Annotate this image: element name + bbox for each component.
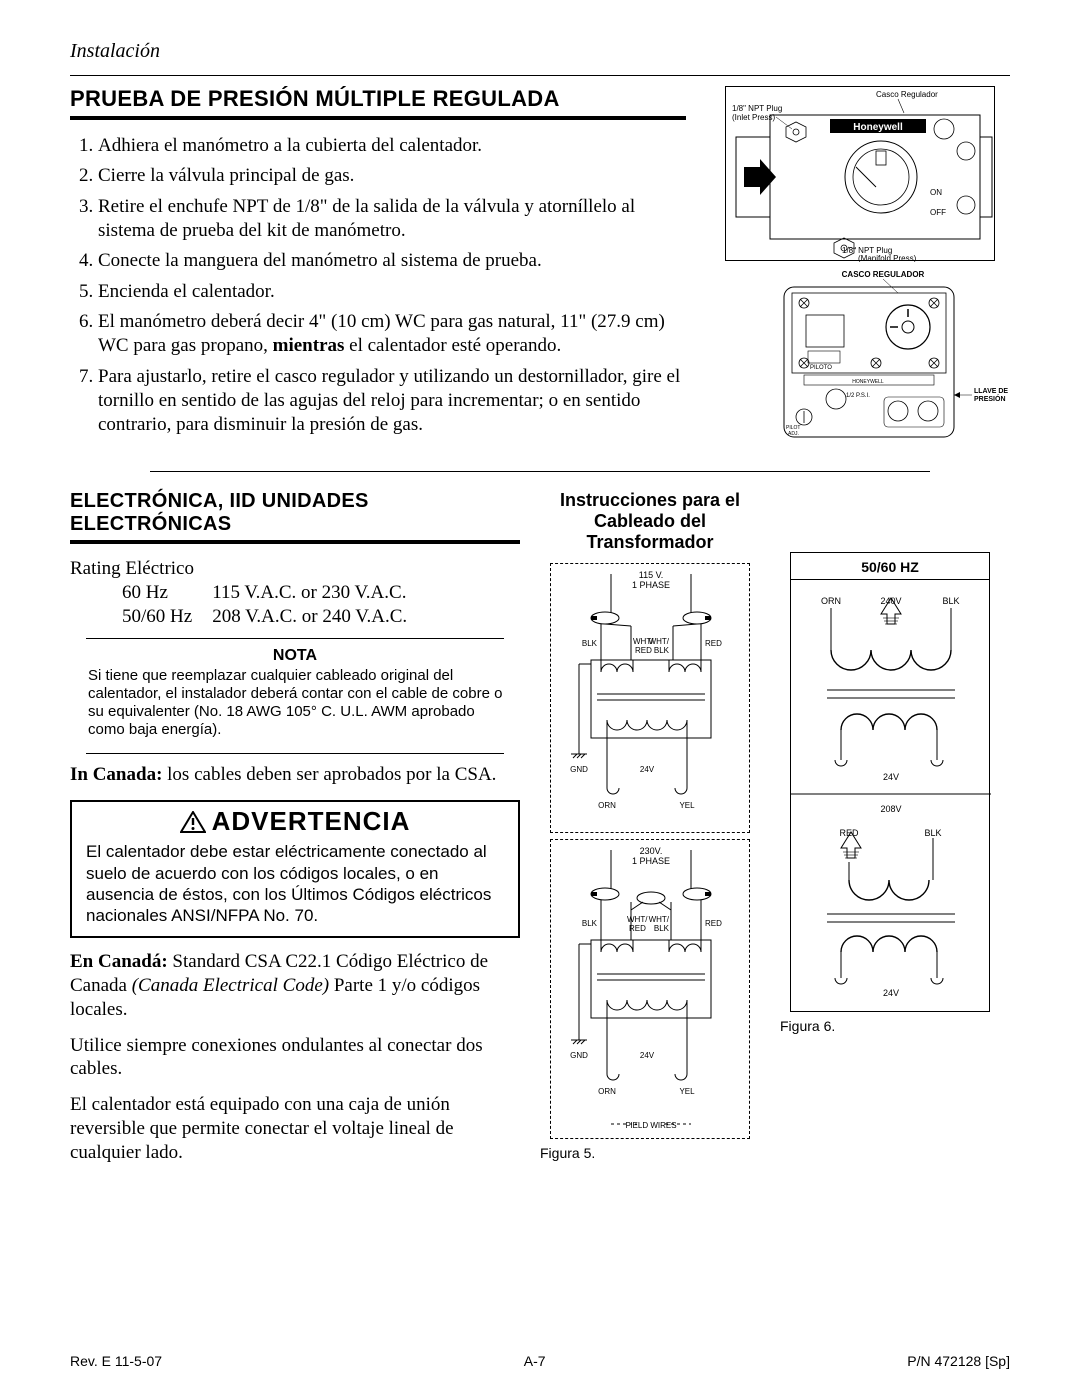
rating-label: Rating Eléctrico (70, 558, 520, 580)
svg-text:WHT/: WHT/ (649, 915, 670, 924)
svg-text:1/2 P.S.I.: 1/2 P.S.I. (846, 393, 870, 399)
warning-icon (180, 811, 206, 833)
svg-text:(Inlet Press): (Inlet Press) (732, 113, 775, 122)
valve-diagram-1: Casco Regulador Honeywell (725, 86, 995, 261)
svg-text:WHT/: WHT/ (627, 915, 648, 924)
header-rule (70, 75, 1010, 76)
section-2: ELECTRÓNICA, IID UNIDADES ELECTRÓNICAS R… (70, 490, 1010, 1164)
svg-text:GND: GND (570, 765, 588, 774)
svg-text:230V.: 230V. (640, 846, 663, 856)
fig6-caption: Figura 6. (780, 1018, 1000, 1034)
section2-heading: ELECTRÓNICA, IID UNIDADES ELECTRÓNICAS (70, 490, 520, 536)
para-junction: El calentador está equipado con una caja… (70, 1093, 520, 1164)
rating-table: 60 Hz115 V.A.C. or 230 V.A.C. 50/60 Hz20… (120, 580, 427, 630)
svg-text:BLK: BLK (924, 828, 941, 838)
nota-bot-rule (86, 753, 504, 754)
svg-text:Honeywell: Honeywell (853, 122, 903, 133)
svg-text:BLK: BLK (654, 646, 670, 655)
wiring-230v: 230V. 1 PHASE BLK WHT/ RED WHT/ BLK (550, 839, 750, 1139)
transformer-50-60: 50/60 HZ ORN 240V BLK (790, 552, 990, 1012)
warning-text: El calentador debe estar eléctricamente … (72, 839, 518, 926)
section-1: PRUEBA DE PRESIÓN MÚLTIPLE REGULADA Adhi… (70, 86, 1010, 443)
valve-diagram-2: CASCO REGULADOR (748, 267, 973, 427)
sub-heading-line1: Instrucciones para el (540, 490, 760, 511)
instr-item: Cierre la válvula principal de gas. (98, 164, 686, 188)
instruction-list: Adhiera el manómetro a la cubierta del c… (70, 134, 686, 437)
fig5-caption: Figura 5. (540, 1145, 760, 1161)
footer-rev: Rev. E 11-5-07 (70, 1353, 162, 1369)
sub-heading-line2: Cableado del Transformador (540, 511, 760, 553)
svg-text:ON: ON (930, 188, 942, 197)
svg-text:OFF: OFF (930, 208, 946, 217)
d1-casco: Casco Regulador (876, 90, 938, 99)
para-splice: Utilice siempre conexiones ondulantes al… (70, 1034, 520, 1082)
instr-item: Retire el enchufe NPT de 1/8" de la sali… (98, 195, 686, 244)
svg-text:ORN: ORN (821, 596, 841, 606)
svg-text:RED: RED (635, 646, 652, 655)
instr-item: Adhiera el manómetro a la cubierta del c… (98, 134, 686, 158)
svg-text:(Manifold Press): (Manifold Press) (858, 254, 917, 262)
svg-text:1/8" NPT Plug: 1/8" NPT Plug (732, 104, 782, 113)
instr-item: Encienda el calentador. (98, 280, 686, 304)
svg-text:24V: 24V (883, 988, 899, 998)
wiring-115v: 115 V. 1 PHASE BLK WHT/ RED WHT/ (550, 563, 750, 833)
svg-text:1 PHASE: 1 PHASE (632, 580, 670, 590)
svg-text:RED: RED (705, 639, 722, 648)
svg-text:PILOTO: PILOTO (810, 365, 832, 371)
svg-text:ADJ.: ADJ. (788, 431, 799, 437)
nota-text: Si tiene que reemplazar cualquier cablea… (70, 665, 520, 745)
svg-text:RED: RED (705, 919, 722, 928)
footer-pn: P/N 472128 [Sp] (907, 1353, 1010, 1369)
svg-text:PRESIÓN: PRESIÓN (974, 394, 1006, 403)
rt-cell: 208 V.A.C. or 240 V.A.C. (212, 606, 425, 628)
instr-item: Para ajustarlo, retire el casco regulado… (98, 365, 686, 438)
svg-text:ORN: ORN (598, 801, 616, 810)
page-footer: Rev. E 11-5-07 A-7 P/N 472128 [Sp] (70, 1353, 1010, 1369)
svg-text:FIELD WIRES: FIELD WIRES (625, 1121, 676, 1130)
warning-title: ADVERTENCIA (72, 802, 518, 839)
rt-cell: 50/60 Hz (122, 606, 210, 628)
svg-text:YEL: YEL (679, 801, 695, 810)
svg-text:BLK: BLK (942, 596, 959, 606)
svg-text:24V: 24V (640, 765, 655, 774)
page-header: Instalación (70, 40, 1010, 63)
footer-page: A-7 (524, 1353, 546, 1369)
svg-text:208V: 208V (880, 804, 901, 814)
nota-top-rule (86, 638, 504, 639)
para-canada-std: En Canadá: Standard CSA C22.1 Código Elé… (70, 950, 520, 1021)
warning-box: ADVERTENCIA El calentador debe estar elé… (70, 800, 520, 938)
nota-heading: NOTA (70, 647, 520, 665)
rt-cell: 115 V.A.C. or 230 V.A.C. (212, 582, 425, 604)
instr-item: El manómetro deberá decir 4" (10 cm) WC … (98, 310, 686, 359)
svg-text:BLK: BLK (654, 924, 670, 933)
svg-text:WHT/: WHT/ (649, 637, 670, 646)
rt-cell: 60 Hz (122, 582, 210, 604)
svg-text:RED: RED (629, 924, 646, 933)
canada-note: In Canada: los cables deben ser aprobado… (70, 764, 520, 786)
mid-divider (150, 471, 930, 472)
svg-text:24V: 24V (640, 1051, 655, 1060)
svg-text:ORN: ORN (598, 1087, 616, 1096)
svg-text:LLAVE DE: LLAVE DE (974, 388, 1008, 395)
xf-heading: 50/60 HZ (791, 553, 989, 579)
svg-text:RED: RED (839, 828, 859, 838)
svg-text:CASCO REGULADOR: CASCO REGULADOR (841, 270, 924, 279)
svg-text:1 PHASE: 1 PHASE (632, 856, 670, 866)
svg-text:115 V.: 115 V. (639, 570, 664, 580)
sec2-rule (70, 540, 520, 544)
instr-item: Conecte la manguera del manómetro al sis… (98, 249, 686, 273)
svg-text:BLK: BLK (582, 639, 598, 648)
svg-text:BLK: BLK (582, 919, 598, 928)
svg-text:GND: GND (570, 1051, 588, 1060)
sec1-rule (70, 116, 686, 120)
svg-text:24V: 24V (883, 772, 899, 782)
section1-heading: PRUEBA DE PRESIÓN MÚLTIPLE REGULADA (70, 86, 686, 112)
svg-text:HONEYWELL: HONEYWELL (852, 379, 884, 385)
svg-text:YEL: YEL (679, 1087, 695, 1096)
